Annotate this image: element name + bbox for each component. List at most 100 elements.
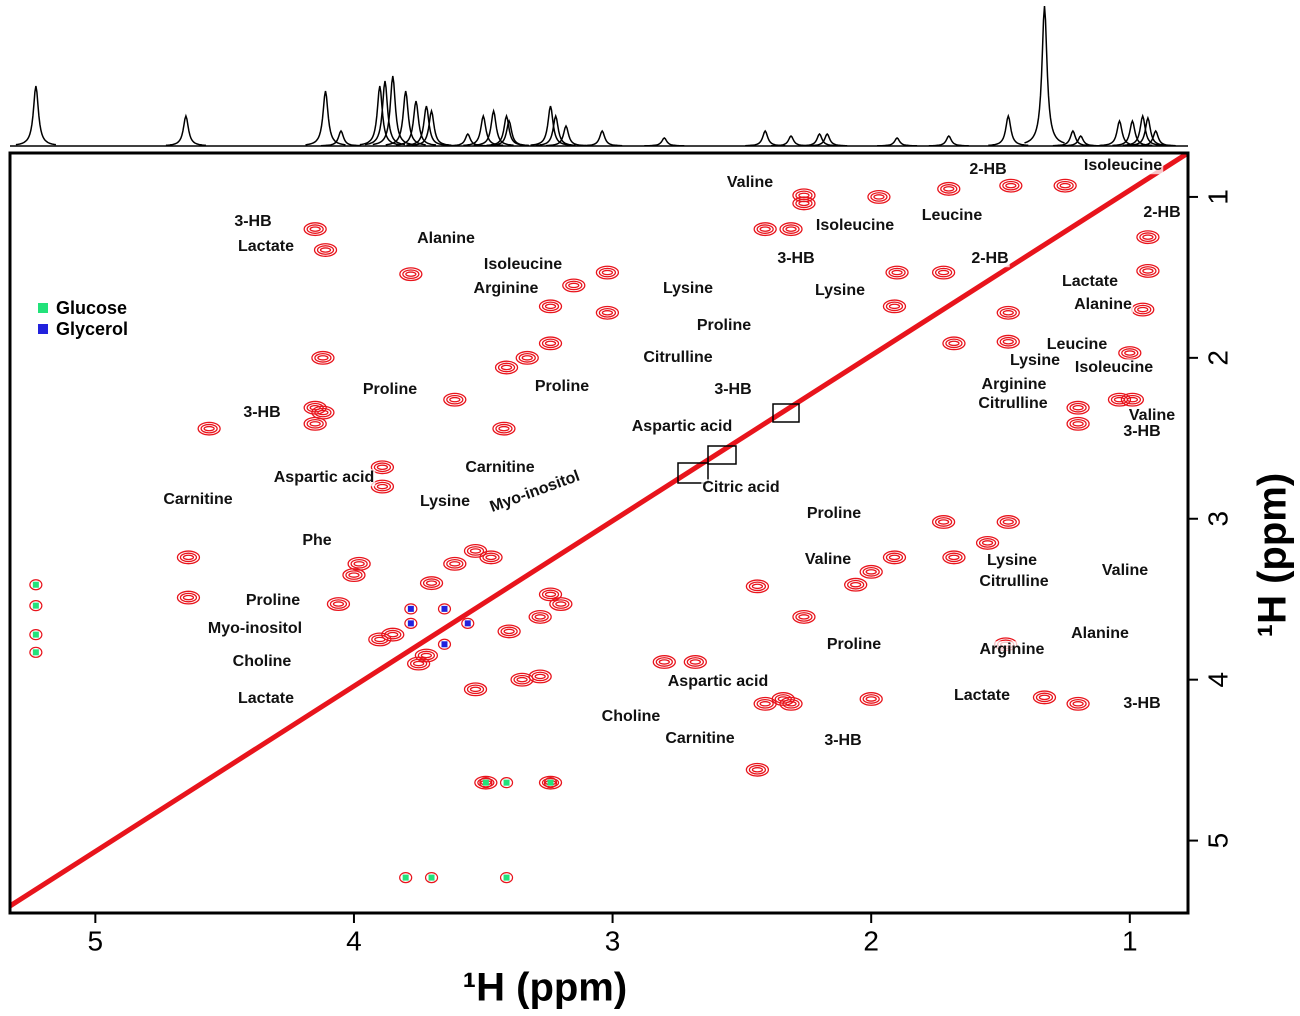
cross-peak-contour — [777, 696, 789, 702]
cross-peak-contour — [1002, 339, 1014, 345]
annotation: 2-HB — [1143, 204, 1180, 221]
annotation-background — [642, 349, 714, 367]
cross-peak-contour — [309, 421, 321, 427]
cross-peak-contour — [534, 614, 546, 620]
cross-peak — [683, 655, 707, 669]
cross-peak-contour — [1069, 418, 1087, 429]
cross-peak — [867, 189, 891, 204]
cross-peak-contour — [1069, 402, 1087, 413]
annotation-background — [301, 532, 333, 550]
cross-peak — [996, 515, 1020, 529]
cross-peak-contour — [942, 336, 966, 351]
projection-peak — [489, 118, 530, 147]
series-peak-contour — [479, 777, 493, 789]
annotation-background — [968, 161, 1008, 179]
cross-peak-contour — [316, 245, 335, 255]
series-peak-contour — [543, 777, 558, 789]
cross-peak-contour — [311, 405, 335, 420]
series-peak-core — [482, 779, 489, 786]
series-peak — [399, 871, 413, 884]
series-peak — [29, 600, 43, 612]
cross-peak — [311, 405, 335, 420]
cross-peak-contour — [937, 181, 961, 196]
cross-peak — [942, 550, 966, 565]
cross-peak-contour — [443, 392, 467, 407]
cross-peak-contour — [943, 186, 955, 192]
cross-peak-contour — [751, 767, 764, 773]
annotation: Lactate — [238, 238, 294, 255]
cross-peak-contour — [945, 338, 963, 349]
cross-peak — [510, 672, 534, 687]
cross-peak-contour — [498, 425, 510, 432]
cross-peak — [311, 350, 335, 365]
cross-peak-contour — [555, 601, 567, 607]
y-tick-label: 1 — [1202, 189, 1233, 205]
annotation-background — [1060, 273, 1120, 291]
cross-peak-contour — [531, 612, 549, 622]
cross-peak-contour — [1002, 519, 1014, 525]
cross-peak — [996, 334, 1020, 349]
cross-peak-contour — [888, 267, 906, 278]
cross-peak — [303, 416, 327, 431]
projection-peak — [359, 85, 400, 146]
cross-peak-contour — [652, 655, 676, 669]
cross-peak-contour — [867, 189, 891, 204]
cross-peak-contour — [179, 552, 198, 563]
cross-peak-contour — [345, 570, 363, 580]
cross-peak-contour — [544, 303, 557, 310]
diagonal — [10, 153, 1188, 909]
annotation-background — [666, 673, 770, 691]
cross-peak-contour — [798, 192, 810, 199]
cross-peak-contour — [500, 364, 513, 371]
legend-label: Glucose — [56, 298, 127, 318]
cross-peak — [882, 299, 907, 314]
cross-peak — [528, 609, 552, 624]
series-peak — [479, 777, 493, 789]
cross-peak — [176, 590, 201, 605]
cross-peak — [414, 648, 439, 663]
series-peak — [499, 777, 514, 789]
series-peak-core — [407, 620, 414, 627]
cross-peak-contour — [384, 629, 402, 640]
cross-peak-contour — [477, 777, 495, 788]
annotation: Citrulline — [979, 573, 1048, 590]
annotation: 3-HB — [1123, 423, 1160, 440]
cross-peak-contour — [303, 222, 327, 237]
annotation-background — [701, 479, 781, 497]
cross-peak-contour — [463, 543, 488, 558]
cross-peak-contour — [513, 674, 531, 685]
plot-frame — [8, 151, 1190, 915]
annotation-background — [533, 378, 591, 396]
series-peak-core — [32, 602, 39, 609]
annotation-background — [630, 418, 734, 436]
series-peak-core — [441, 641, 448, 648]
annotation-background — [980, 376, 1048, 394]
series-peak-contour — [404, 603, 418, 615]
series-peak-contour — [499, 871, 514, 884]
cross-peak-contour — [931, 265, 956, 280]
annotation-background — [272, 469, 376, 487]
cross-peak-contour — [373, 481, 392, 492]
cross-peak-contour — [463, 682, 488, 697]
cross-peak — [595, 265, 620, 280]
cross-peak-contour — [443, 556, 467, 571]
cross-peak-contour — [595, 305, 620, 320]
cross-peak-contour — [495, 423, 513, 434]
cross-peak-contour — [516, 676, 528, 683]
cross-peak-contour — [1123, 394, 1142, 405]
cross-peak-contour — [981, 540, 994, 546]
cross-peak-contour — [479, 550, 503, 565]
series-peak-core — [32, 581, 39, 588]
cross-peak-contour — [179, 592, 198, 603]
cross-peak — [1066, 416, 1090, 431]
cross-peak — [931, 265, 956, 280]
annotation-background — [472, 280, 540, 298]
cross-peak-contour — [753, 222, 777, 237]
annotation-background — [162, 491, 234, 509]
cross-peak-contour — [203, 425, 215, 432]
annotation-background — [206, 620, 304, 638]
cross-peak-contour — [541, 777, 560, 788]
annotation: Carnitine — [163, 491, 232, 508]
cross-peak-contour — [862, 694, 880, 704]
annotation: Aspartic acid — [274, 469, 374, 486]
